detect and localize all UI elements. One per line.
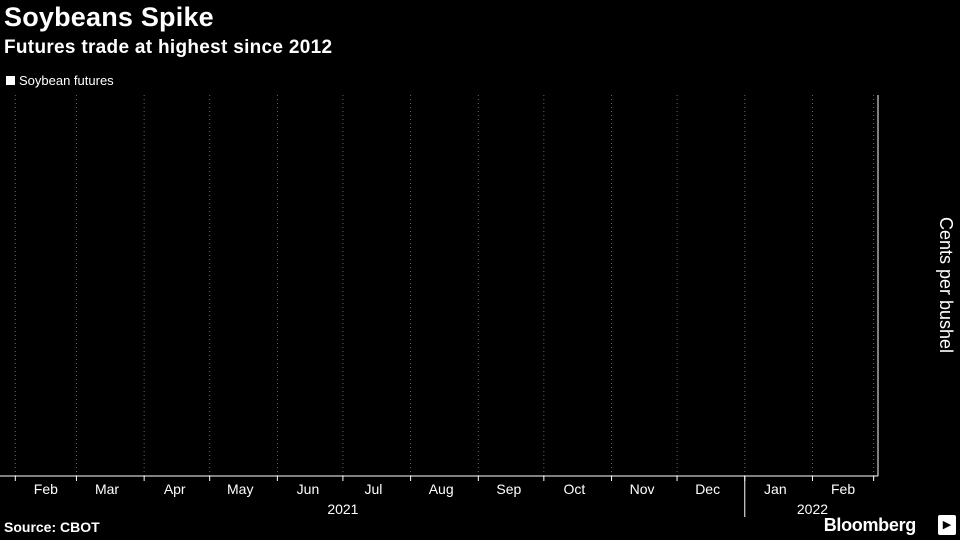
year-label: 2022 bbox=[797, 501, 828, 517]
x-tick-label: Nov bbox=[630, 481, 655, 497]
source-note: Source: CBOT bbox=[4, 519, 100, 535]
brand-logo: Bloomberg bbox=[823, 515, 917, 535]
x-tick-label: Aug bbox=[429, 481, 454, 497]
chart-title: Soybeans Spike bbox=[4, 2, 214, 32]
x-tick-label: Jun bbox=[297, 481, 320, 497]
y-axis-title: Cents per bushel bbox=[936, 217, 956, 353]
x-tick-label: Feb bbox=[831, 481, 855, 497]
year-label: 2021 bbox=[327, 501, 358, 517]
x-tick-label: Apr bbox=[164, 481, 186, 497]
x-tick-label: Jul bbox=[365, 481, 383, 497]
x-tick-label: Dec bbox=[695, 481, 720, 497]
x-tick-label: May bbox=[227, 481, 253, 497]
legend-swatch bbox=[6, 76, 15, 85]
legend-label: Soybean futures bbox=[19, 73, 114, 88]
chart-subtitle: Futures trade at highest since 2012 bbox=[4, 37, 333, 58]
x-tick-label: Jan bbox=[764, 481, 787, 497]
legend: Soybean futures bbox=[6, 73, 114, 88]
play-icon: ▶ bbox=[938, 515, 956, 535]
x-tick-label: Oct bbox=[564, 481, 586, 497]
x-tick-label: Sep bbox=[496, 481, 521, 497]
x-tick-label: Feb bbox=[34, 481, 58, 497]
x-tick-label: Mar bbox=[95, 481, 119, 497]
